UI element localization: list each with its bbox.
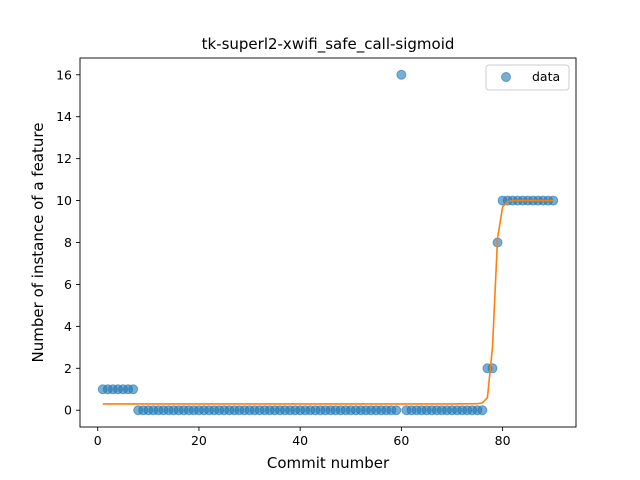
y-tick-label: 8	[64, 235, 72, 250]
y-tick-label: 16	[56, 67, 72, 82]
data-point	[128, 384, 139, 395]
y-tick-label: 0	[64, 403, 72, 418]
plot-area	[97, 69, 559, 416]
fit-line	[102, 199, 554, 405]
y-tick-label: 14	[56, 109, 72, 124]
legend-box	[485, 64, 570, 91]
legend-label: data	[532, 69, 560, 84]
x-tick-label: 40	[292, 433, 308, 448]
y-tick-label: 12	[56, 151, 72, 166]
x-tick-label: 20	[191, 433, 207, 448]
legend-marker	[501, 72, 511, 82]
x-tick-label: 80	[495, 433, 511, 448]
data-point	[391, 405, 402, 416]
y-tick-label: 2	[64, 361, 72, 376]
y-tick-label: 4	[64, 319, 72, 334]
x-tick-label: 0	[94, 433, 102, 448]
y-axis: 0 2 4 6 8 10 12 14 16	[56, 67, 80, 418]
legend: data	[485, 64, 570, 91]
y-tick-label: 6	[64, 277, 72, 292]
data-point	[477, 405, 488, 416]
y-tick-label: 10	[56, 193, 72, 208]
x-axis-label: Commit number	[267, 454, 390, 472]
x-axis: 0 20 40 60 80	[94, 427, 511, 448]
chart-title: tk-superl2-xwifi_safe_call-sigmoid	[202, 35, 455, 54]
x-tick-label: 60	[393, 433, 409, 448]
y-axis-label: Number of instance of a feature	[29, 123, 47, 363]
data-point	[396, 69, 407, 80]
